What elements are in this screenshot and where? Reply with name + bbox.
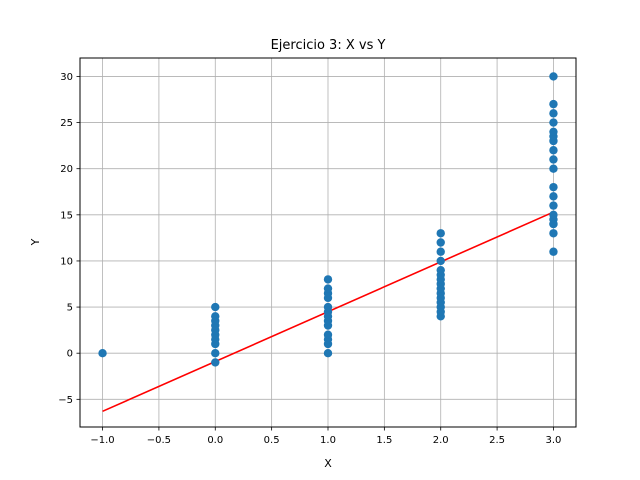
y-tick-label: 0	[67, 349, 73, 360]
data-point	[549, 182, 558, 192]
data-point	[549, 229, 558, 238]
data-points-group	[98, 72, 558, 367]
x-tick-label: 2.5	[489, 435, 505, 446]
data-point	[549, 118, 558, 127]
x-tick-label: 3.0	[546, 435, 562, 446]
grid-lines	[80, 58, 576, 427]
y-axis-ticks: −5 0 5 10 15 20 25 30	[58, 72, 80, 406]
data-point	[436, 256, 445, 266]
data-point	[549, 146, 558, 155]
data-point	[323, 302, 333, 312]
y-axis-label: Y	[29, 238, 42, 246]
x-tick-label: −1.0	[90, 435, 114, 446]
data-point	[323, 330, 333, 339]
y-tick-label: −5	[58, 395, 73, 406]
data-point	[98, 349, 107, 358]
x-tick-label: 0.0	[207, 435, 223, 446]
data-point	[211, 312, 220, 321]
chart-title: Ejercicio 3: X vs Y	[271, 38, 386, 53]
x-tick-label: 1.5	[376, 435, 392, 446]
data-point	[436, 238, 445, 247]
data-point	[323, 275, 333, 284]
data-point	[549, 210, 558, 220]
x-axis-ticks: −1.0 −0.5 0.0 0.5 1.0 1.5 2.0 2.5 3.0	[90, 427, 561, 446]
x-axis-label: X	[324, 457, 332, 470]
data-point	[549, 201, 558, 210]
data-point	[549, 219, 558, 229]
data-point	[323, 349, 333, 358]
data-point	[549, 72, 558, 81]
y-tick-label: 10	[60, 256, 73, 267]
data-point	[323, 284, 333, 293]
data-point	[549, 99, 558, 109]
y-tick-label: 20	[60, 164, 73, 175]
data-point	[549, 164, 558, 173]
data-point	[436, 229, 445, 238]
y-tick-label: 5	[67, 303, 73, 314]
y-tick-label: 30	[60, 72, 73, 83]
data-point	[549, 192, 558, 201]
data-point	[549, 127, 558, 136]
data-point	[436, 265, 445, 275]
data-point	[549, 247, 558, 256]
x-tick-label: 1.0	[320, 435, 336, 446]
data-point	[549, 109, 558, 118]
data-point	[436, 247, 445, 256]
x-tick-label: 2.0	[433, 435, 449, 446]
y-tick-label: 25	[60, 118, 73, 129]
data-point	[211, 349, 220, 358]
x-tick-label: −0.5	[147, 435, 171, 446]
x-tick-label: 0.5	[264, 435, 280, 446]
data-point	[549, 155, 558, 164]
data-point	[211, 302, 220, 312]
y-tick-label: 15	[60, 210, 73, 221]
data-point	[211, 358, 220, 367]
